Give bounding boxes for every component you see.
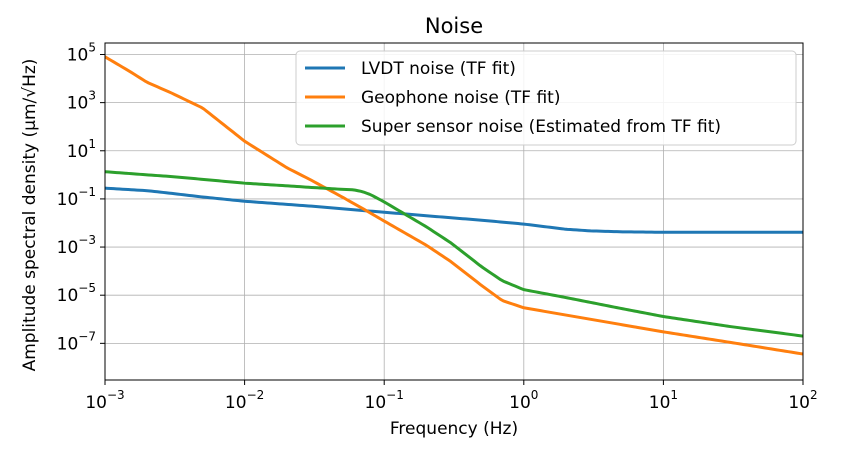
y-tick-exponent: −3 <box>78 233 96 247</box>
series-line-2 <box>105 55 803 356</box>
y-tick-base: 10 <box>57 238 79 258</box>
y-tick-base: 10 <box>67 45 89 65</box>
tick-layer: 10−3 10−2 10−1 100 101 10210−710−510−310−1101… <box>57 40 818 413</box>
x-tick-label: 10−2 <box>225 388 264 413</box>
y-tick-label: 10−5 <box>57 281 96 306</box>
chart-title: Noise <box>425 14 483 38</box>
legend: LVDT noise (TF fit) Geophone noise (TF fi… <box>295 50 797 146</box>
x-tick-label: 100 <box>509 388 538 413</box>
x-tick-exponent: −3 <box>107 388 125 402</box>
y-tick-base: 10 <box>67 94 89 114</box>
x-tick-exponent: 1 <box>670 388 678 402</box>
y-axis-label: Amplitude spectral density (μm/√Hz) <box>20 59 40 372</box>
x-tick-label: 101 <box>649 388 678 413</box>
y-tick-exponent: −5 <box>78 281 96 295</box>
x-tick-base: 10 <box>85 393 107 413</box>
y-tick-exponent: 3 <box>88 89 96 103</box>
x-tick-exponent: 0 <box>531 388 539 402</box>
legend-box <box>295 50 797 146</box>
y-tick-exponent: 1 <box>88 137 96 151</box>
legend-label-2: Geophone noise (TF fit) <box>361 88 560 108</box>
series-line-3 <box>105 170 803 338</box>
x-tick-exponent: −1 <box>386 388 404 402</box>
legend-label-3: Super sensor noise (Estimated from TF fi… <box>361 117 721 137</box>
y-tick-label: 103 <box>67 89 96 114</box>
x-tick-base: 10 <box>509 393 531 413</box>
series-line-1 <box>105 186 803 234</box>
y-tick-exponent: 5 <box>88 40 96 54</box>
x-tick-label: 10−3 <box>85 388 124 413</box>
x-tick-base: 10 <box>788 393 810 413</box>
y-tick-label: 10−1 <box>57 185 96 210</box>
y-tick-base: 10 <box>57 334 79 354</box>
y-tick-exponent: −7 <box>78 329 96 343</box>
plot-frame <box>104 42 804 381</box>
series-layer <box>105 55 803 356</box>
x-tick-base: 10 <box>649 393 671 413</box>
y-tick-base: 10 <box>57 190 79 210</box>
x-axis-label: Frequency (Hz) <box>390 419 518 439</box>
y-tick-base: 10 <box>57 286 79 306</box>
legend-label-1: LVDT noise (TF fit) <box>361 59 516 79</box>
y-tick-label: 101 <box>67 137 96 162</box>
x-tick-exponent: −2 <box>247 388 265 402</box>
y-tick-base: 10 <box>67 142 89 162</box>
x-tick-label: 102 <box>788 388 817 413</box>
y-tick-exponent: −1 <box>78 185 96 199</box>
y-tick-label: 105 <box>67 40 96 65</box>
x-tick-base: 10 <box>225 393 247 413</box>
y-tick-label: 10−7 <box>57 329 96 354</box>
y-tick-label: 10−3 <box>57 233 96 258</box>
x-tick-label: 10−1 <box>365 388 404 413</box>
x-tick-base: 10 <box>365 393 387 413</box>
x-tick-exponent: 2 <box>810 388 818 402</box>
